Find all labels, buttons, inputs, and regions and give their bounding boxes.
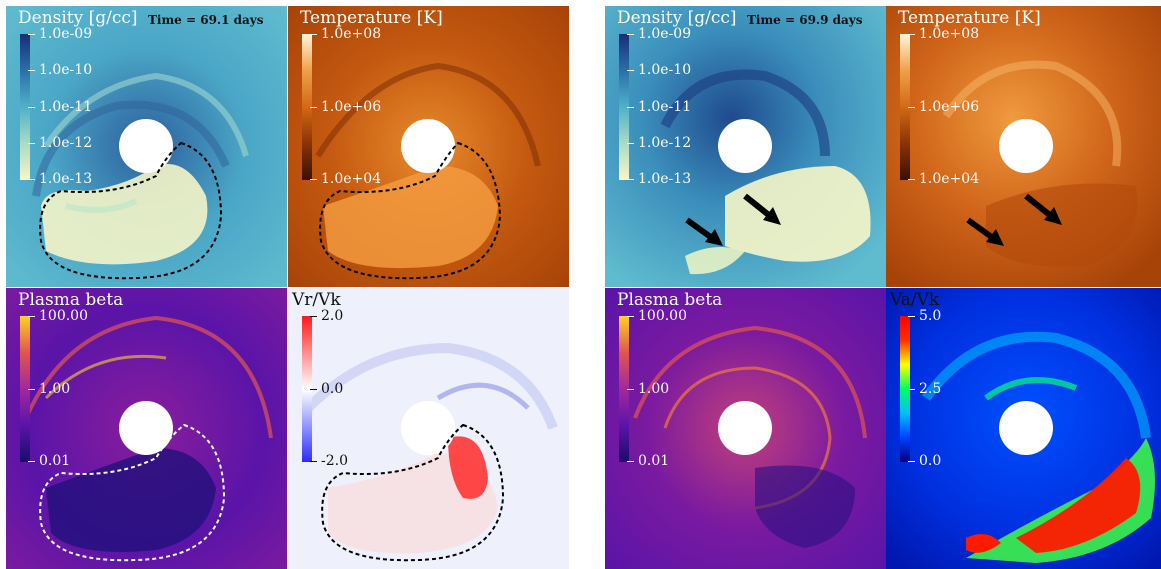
central-star	[119, 119, 173, 173]
temperature-tick: 1.0e+08	[919, 26, 980, 42]
central-star	[718, 119, 772, 173]
density-tick: 1.0e-09	[39, 26, 93, 42]
density-panel-left: Density [g/cc] Time = 69.1 days 1.0e-09 …	[6, 6, 287, 287]
central-star	[718, 401, 772, 455]
vr-vk-title-left: Vr/Vk	[292, 290, 341, 310]
temperature-tick: 1.0e+04	[919, 171, 980, 187]
va-vk-panel-right: Va/Vk 5.0 2.5 0.0	[886, 288, 1161, 569]
density-map-right	[605, 6, 886, 287]
central-star	[999, 119, 1053, 173]
density-title-left: Density [g/cc]	[18, 8, 138, 28]
va-vk-colorbar-right	[900, 316, 910, 462]
plasma-beta-title-right: Plasma beta	[617, 290, 723, 310]
plasma-beta-tick: 100.00	[638, 308, 687, 324]
temperature-panel-right: Temperature [K] 1.0e+08 1.0e+06 1.0e+04	[886, 6, 1161, 287]
plasma-beta-panel-right: Plasma beta 100.00 1.00 0.01	[605, 288, 886, 569]
density-tick: 1.0e-13	[638, 171, 692, 187]
temperature-tick: 1.0e+06	[919, 99, 980, 115]
plasma-beta-map-right	[605, 288, 886, 569]
plasma-beta-tick: 1.00	[39, 381, 71, 397]
va-vk-title-right: Va/Vk	[890, 290, 940, 310]
central-star	[119, 401, 173, 455]
density-tick: 1.0e-13	[39, 171, 93, 187]
temperature-tick: 1.0e+04	[321, 171, 382, 187]
density-colorbar-right	[619, 34, 629, 180]
vr-vk-tick: 2.0	[321, 308, 344, 324]
density-tick: 1.0e-10	[638, 62, 692, 78]
density-tick: 1.0e-12	[39, 135, 93, 151]
plasma-beta-tick: 1.00	[638, 381, 670, 397]
density-panel-right: Density [g/cc] Time = 69.9 days 1.0e-09 …	[605, 6, 886, 287]
va-vk-tick: 2.5	[919, 381, 942, 397]
temperature-colorbar-right	[900, 34, 910, 180]
plasma-beta-tick: 0.01	[638, 453, 670, 469]
central-star	[401, 119, 455, 173]
va-vk-tick: 0.0	[919, 453, 942, 469]
temperature-panel-left: Temperature [K] 1.0e+08 1.0e+06 1.0e+04	[288, 6, 569, 287]
temperature-tick: 1.0e+06	[321, 99, 382, 115]
plasma-beta-tick: 100.00	[39, 308, 88, 324]
temperature-colorbar-left	[302, 34, 312, 180]
density-tick: 1.0e-11	[39, 99, 93, 115]
vr-vk-tick: -2.0	[321, 453, 348, 469]
density-tick: 1.0e-10	[39, 62, 93, 78]
density-tick: 1.0e-09	[638, 26, 692, 42]
time-label-right: Time = 69.9 days	[747, 13, 863, 27]
plasma-beta-tick: 0.01	[39, 453, 71, 469]
plasma-beta-panel-left: Plasma beta 100.00 1.00 0.01	[6, 288, 287, 569]
plasma-beta-colorbar-right	[619, 316, 629, 462]
temperature-tick: 1.0e+08	[321, 26, 382, 42]
density-tick: 1.0e-11	[638, 99, 692, 115]
density-colorbar-left	[20, 34, 30, 180]
plasma-beta-colorbar-left	[20, 316, 30, 462]
vr-vk-tick: 0.0	[321, 381, 344, 397]
density-title-right: Density [g/cc]	[617, 8, 737, 28]
central-star	[999, 401, 1053, 455]
temperature-title-left: Temperature [K]	[300, 8, 443, 28]
vr-vk-colorbar-left	[302, 316, 312, 462]
vr-vk-panel-left: Vr/Vk 2.0 0.0 -2.0	[288, 288, 569, 569]
plasma-beta-title-left: Plasma beta	[18, 290, 124, 310]
temperature-title-right: Temperature [K]	[898, 8, 1041, 28]
va-vk-tick: 5.0	[919, 308, 942, 324]
central-star	[401, 401, 455, 455]
time-label-left: Time = 69.1 days	[148, 13, 264, 27]
density-tick: 1.0e-12	[638, 135, 692, 151]
